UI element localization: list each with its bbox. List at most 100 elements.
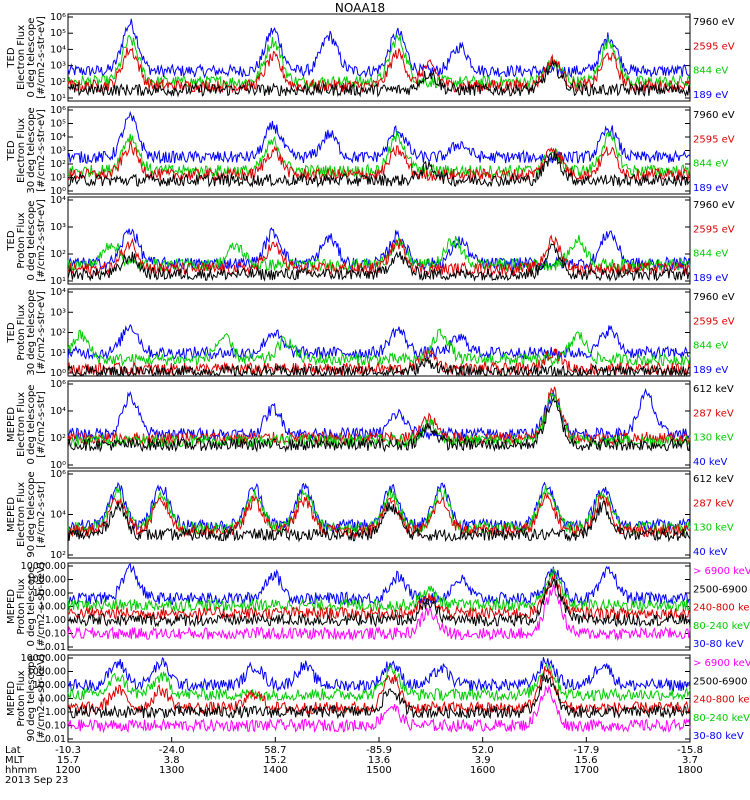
ylabel-line: MEPED [6,407,17,442]
panel-2: 10⁶ 10⁵ 10⁴ 10³ 10² 10¹ 10⁰ TED Electron Flux 30 … [6,105,735,197]
ytick-label: 0.01 [45,642,66,653]
series-trace [68,234,691,277]
legend-entry: 612 keV [693,384,734,395]
date-label: 2013 Sep 23 [5,775,68,786]
ylabel-line: 90 deg telescope [26,655,37,741]
xtick-label: 52.0 [472,745,494,756]
legend-entry: 844 eV [693,341,728,352]
legend-entry: 2595 eV [693,224,735,235]
ylabel-line: [#/cm2-s-str-keV] [36,562,47,650]
ylabel-line: Electron Flux [16,25,27,90]
ytick-label: 10⁴ [50,195,66,206]
legend-entry: 240-800 keV [693,603,750,614]
series-trace [67,323,690,361]
ytick-label: 10⁶ [50,12,66,23]
ylabel-line: TED [6,47,17,68]
legend-entry: 80-240 keV [693,621,750,632]
ytick-label: 1000.00 [27,575,66,586]
ytick-label: 10⁴ [50,406,66,417]
legend-entry: 287 keV [693,498,734,509]
series-trace [67,392,691,449]
legend-entry: > 6900 keV [693,566,750,577]
series-trace [67,59,691,98]
legend-entry: 844 eV [693,249,728,260]
xtick-label: -17.9 [573,745,599,756]
ylabel-line: 0 deg telescope [26,18,37,98]
series-trace [67,583,691,642]
ytick-label: 10² [50,550,66,561]
series-trace [67,672,691,720]
ytick-label: 10¹ [50,348,66,359]
ytick-label: 10¹ [50,93,66,104]
ytick-label: 10⁶ [50,105,66,116]
series-trace [67,386,691,446]
ylabel-line: 90 deg telescope [26,471,37,557]
series-trace [67,397,691,453]
ylabel-line: 30 deg telescope [26,107,37,193]
ylabel-line: [#/cm2-s-str-keV] [36,654,47,742]
series-trace [67,139,691,183]
legend-entry: 2500-6900 keV [693,676,750,687]
xtick-label: 15.2 [264,755,286,766]
xtick-label: 15.7 [57,755,79,766]
ylabel-line: 0 deg telescope [26,385,37,465]
legend-entry: 189 eV [693,365,728,376]
series-trace [67,356,691,377]
ytick-label: 10¹ [50,173,66,184]
xtick-label: -10.3 [55,745,81,756]
xtick-label: 13.6 [368,755,390,766]
ytick-label: 10.00 [39,694,66,705]
ytick-label: 1.00 [45,707,66,718]
ytick-label: 10³ [50,61,66,72]
xtick-label: -15.8 [677,745,703,756]
ytick-label: 10² [50,249,66,260]
ytick-label: 0.10 [45,721,66,732]
series-trace [67,484,691,536]
legend-entry: 2595 eV [693,41,735,52]
panel-5: 10⁶ 10⁴ 10² 10⁰ MEPED Electron Flux 0 deg tele… [6,379,734,471]
ytick-label: 10000.00 [21,561,66,572]
legend-entry: > 6900 keV [693,658,750,669]
series-trace [67,562,690,606]
ytick-label: 10¹ [50,276,66,287]
ylabel-line: TED [6,140,17,161]
xtick-label: 1700 [574,765,599,776]
xtick-label: 1200 [55,765,80,776]
panel-6: 10⁶ 10⁴ 10² MEPED Electron Flux 90 deg telesc… [6,469,734,561]
ytick-label: 10² [50,77,66,88]
xtick-label: 15.6 [575,755,597,766]
ylabel-line: Proton Flux [16,212,27,268]
xtick-label: 3.7 [682,755,698,766]
xtick-label: 3.8 [164,755,180,766]
ylabel-line: [#/cm2-s-str-eV] [36,199,47,282]
ytick-label: 10⁰ [50,460,66,471]
ytick-label: 0.10 [45,629,66,640]
series-trace [67,130,691,179]
xtick-label: -24.0 [159,745,185,756]
ytick-label: 10³ [50,307,66,318]
ytick-label: 10⁴ [50,287,66,298]
ylabel-line: MEPED [6,497,17,532]
ytick-label: 10⁴ [50,510,66,521]
ytick-label: 10³ [50,146,66,157]
legend-entry: 2595 eV [693,316,735,327]
legend-entry: 7960 eV [693,200,735,211]
panel-4: 10⁴ 10³ 10² 10¹ 10⁰ TED Proton Flux 30 deg tele… [6,287,735,379]
ylabel-line: TED [6,230,17,251]
ylabel-line: 0 deg telescope [26,567,37,647]
legend-entry: 844 eV [693,159,728,170]
legend-entry: 287 keV [693,408,734,419]
legend-entry: 130 keV [693,523,734,534]
xtick-label: 1500 [366,765,391,776]
ytick-label: 1.00 [45,615,66,626]
ytick-label: 100.00 [33,588,66,599]
ylabel-line: 0 deg telescope [26,201,37,281]
panel-7: 10000.00 1000.00 100.00 10.00 1.00 0.10 0.01 ME… [6,561,750,653]
legend-entry: 2500-6900 keV [693,584,750,595]
legend-entry: 240-800 keV [693,695,750,706]
series-trace [67,18,691,79]
ylabel-line: 30 deg telescope [26,289,37,375]
ylabel-line: Proton Flux [16,670,27,726]
chart-title: NOAA18 [334,1,386,15]
